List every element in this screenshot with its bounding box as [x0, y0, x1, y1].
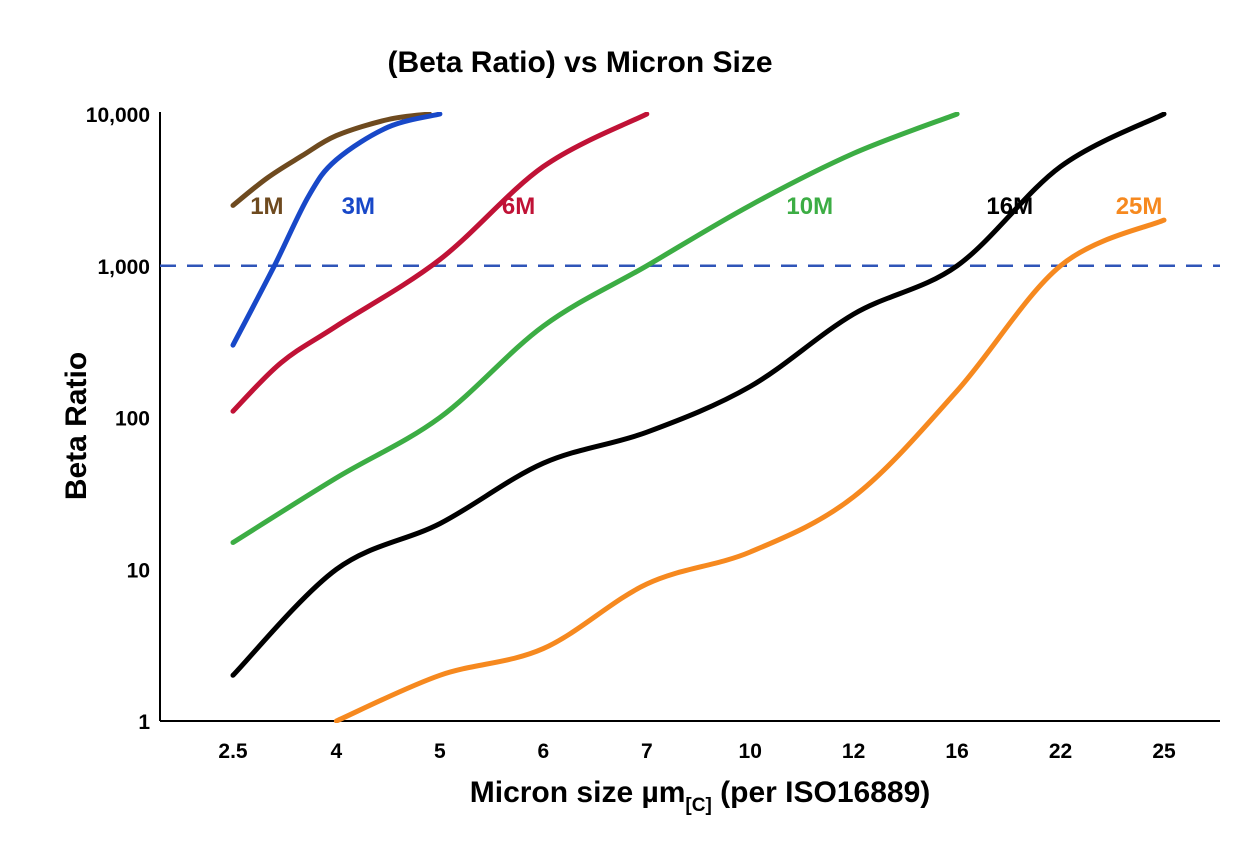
x-tick-label: 16: [945, 740, 968, 763]
curve-1M: [230, 112, 432, 208]
y-axis-title: Beta Ratio: [60, 352, 93, 500]
y-tick-label: 10,000: [86, 104, 150, 127]
y-tick-label: 100: [115, 408, 150, 431]
y-tick-label: 10: [127, 559, 150, 582]
series-label-16M: 16M: [986, 193, 1033, 220]
curve-6M: [230, 112, 650, 414]
x-tick-label: 12: [842, 740, 865, 763]
x-tick-label: 4: [331, 740, 343, 763]
series-label-3M: 3M: [342, 193, 375, 220]
curve-25M: [333, 217, 1167, 723]
curve-16M: [230, 112, 1167, 678]
curves-group: [230, 112, 1167, 723]
series-label-6M: 6M: [502, 193, 535, 220]
chart-title: (Beta Ratio) vs Micron Size: [387, 46, 772, 79]
curve-10M: [230, 112, 960, 545]
x-tick-label: 7: [641, 740, 653, 763]
x-tick-label: 2.5: [218, 740, 248, 763]
y-tick-label: 1,000: [97, 256, 150, 279]
series-label-1M: 1M: [250, 193, 283, 220]
beta-ratio-chart: (Beta Ratio) vs Micron Size (Beta Ratio)…: [40, 16, 1237, 835]
x-tick-label: 6: [537, 740, 549, 763]
x-axis-title: Micron size µm[C] (per ISO16889): [470, 776, 931, 816]
series-label-10M: 10M: [786, 193, 833, 220]
x-tick-label: 5: [434, 740, 446, 763]
x-tick-label: 22: [1049, 740, 1072, 763]
chart-canvas: (Beta Ratio) vs Micron Size 1 10 100 1,000 10…: [60, 46, 1220, 816]
x-tick-label: 10: [739, 740, 762, 763]
x-tick-label: 25: [1152, 740, 1176, 763]
y-tick-label: 1: [138, 711, 150, 734]
curve-3M: [230, 112, 443, 348]
series-label-25M: 25M: [1116, 193, 1163, 220]
